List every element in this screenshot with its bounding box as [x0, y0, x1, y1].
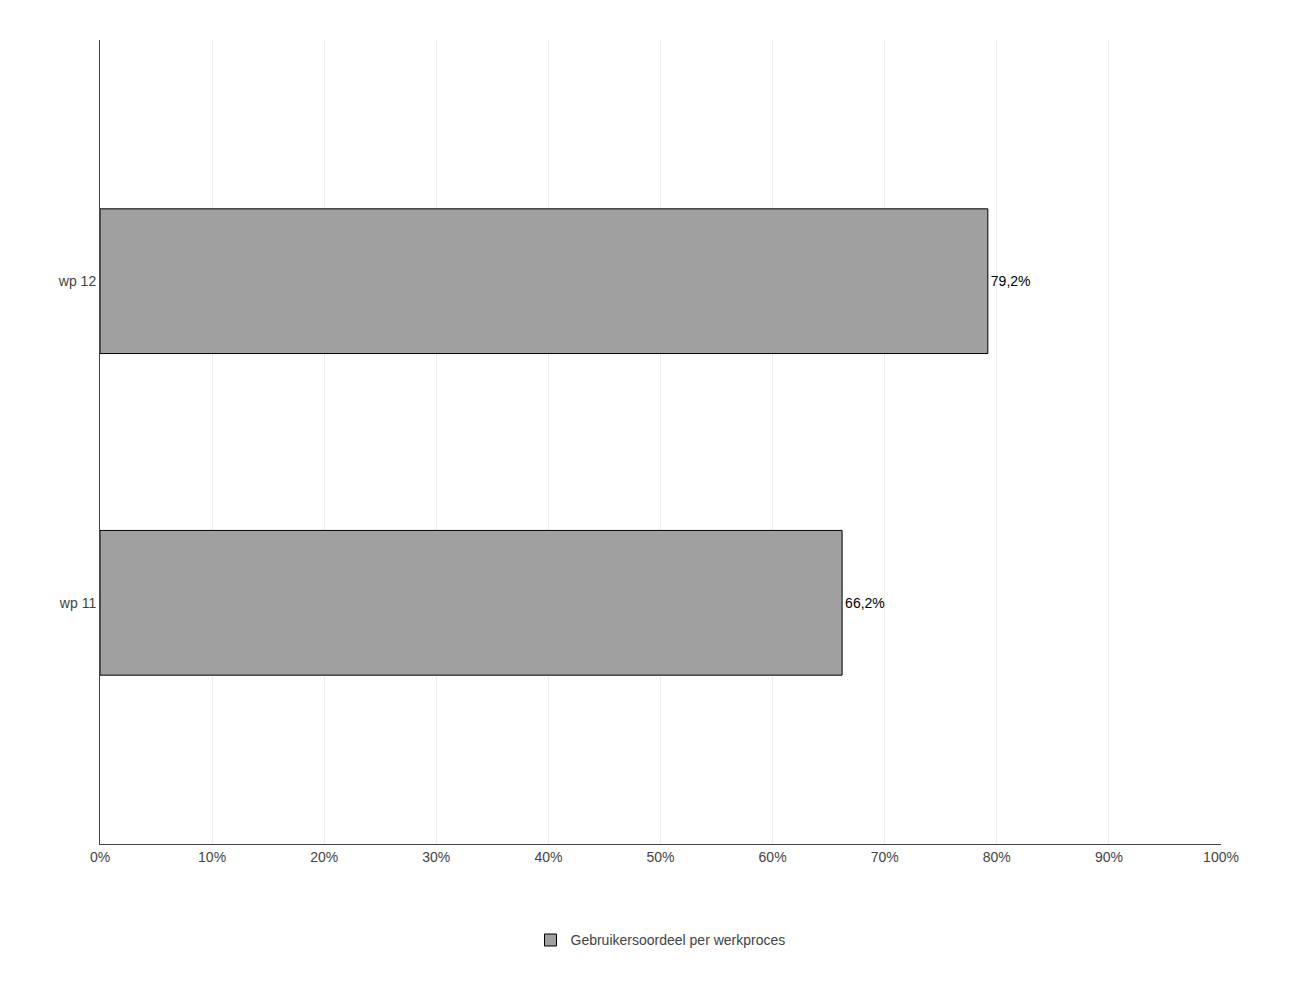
svg-text:50%: 50%	[646, 849, 674, 865]
svg-text:100%: 100%	[1203, 849, 1239, 865]
svg-text:60%: 60%	[759, 849, 787, 865]
svg-text:Gebruikersoordeel per werkproc: Gebruikersoordeel per werkproces	[571, 932, 786, 948]
svg-text:66,2%: 66,2%	[845, 595, 885, 611]
svg-text:10%: 10%	[198, 849, 226, 865]
svg-text:70%: 70%	[871, 849, 899, 865]
svg-text:90%: 90%	[1095, 849, 1123, 865]
svg-text:40%: 40%	[534, 849, 562, 865]
svg-text:20%: 20%	[310, 849, 338, 865]
svg-text:0%: 0%	[90, 849, 110, 865]
svg-text:wp 12: wp 12	[58, 273, 97, 289]
svg-text:wp 11: wp 11	[59, 595, 97, 611]
svg-text:80%: 80%	[983, 849, 1011, 865]
svg-text:30%: 30%	[422, 849, 450, 865]
svg-text:79,2%: 79,2%	[991, 273, 1031, 289]
